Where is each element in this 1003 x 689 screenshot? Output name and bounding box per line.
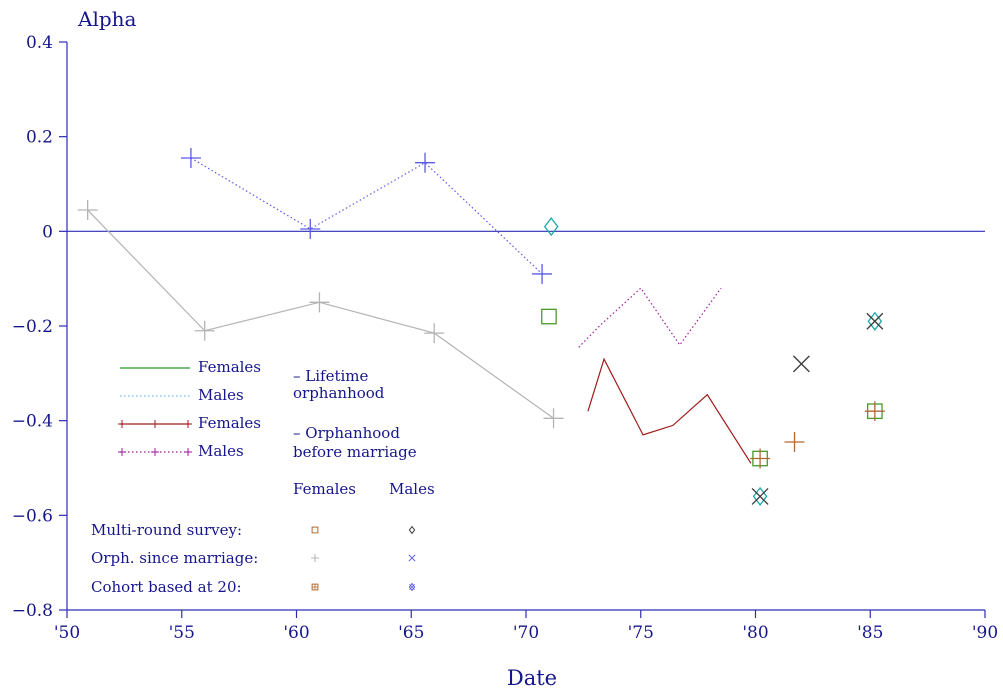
y-tick-label: −0.6 [12, 506, 53, 526]
x-tick-label: '75 [628, 623, 654, 643]
diamond-marker [867, 311, 883, 331]
plus-marker [864, 401, 885, 422]
diamond-marker [543, 217, 559, 237]
plus-small-marker [118, 420, 126, 428]
legend-row-label: Multi-round survey: [91, 521, 242, 539]
plus-marker [194, 320, 215, 341]
plus-small-marker [184, 420, 192, 428]
x-tick-label: '60 [283, 623, 309, 643]
legend-row-label: Orph. since marriage: [91, 549, 258, 567]
series-line-2 [587, 357, 752, 464]
x-tick-label: '50 [54, 623, 80, 643]
plus-marker [543, 408, 564, 429]
plus-marker [424, 323, 445, 344]
data-points [541, 217, 885, 506]
series-line-5 [190, 157, 543, 275]
x-marker [866, 312, 884, 330]
diamond-x-small-marker [408, 582, 416, 592]
legend: Females Males Females Males – Lifetimeorphan… [91, 358, 435, 596]
plus-small-marker [311, 554, 319, 562]
legend-line-label: Females [198, 414, 261, 432]
y-tick-label: −0.8 [12, 601, 53, 621]
plus-small-marker [184, 448, 192, 456]
diamond-marker [752, 486, 768, 506]
data-series [77, 147, 752, 464]
legend-group-label: – Orphanhood [293, 424, 400, 442]
x-tick-label: '90 [972, 623, 998, 643]
plus-small-marker [118, 448, 126, 456]
y-tick-label: 0.4 [26, 33, 53, 53]
y-tick-label: −0.4 [12, 412, 53, 432]
x-tick-label: '70 [513, 623, 539, 643]
x-marker [751, 487, 769, 505]
plus-marker [180, 147, 201, 168]
plus-marker [77, 200, 98, 221]
legend-group-label: – Lifetime [293, 367, 369, 385]
plus-marker [750, 448, 771, 469]
square-small-marker [311, 526, 319, 534]
legend-row-label: Cohort based at 20: [91, 578, 242, 596]
plus-marker [784, 431, 805, 452]
x-marker [792, 355, 810, 373]
plus-marker [415, 152, 436, 173]
x-axis-label: Date [507, 666, 557, 689]
legend-line-label: Females [198, 358, 261, 376]
x-tick-label: '80 [742, 623, 768, 643]
legend-col-females: Females [293, 480, 356, 498]
y-tick-label: −0.2 [12, 317, 53, 337]
plus-marker [300, 218, 321, 239]
x-tick-label: '85 [857, 623, 883, 643]
plus-marker [309, 292, 330, 313]
x-small-marker [408, 554, 416, 562]
y-axis-label: Alpha [77, 7, 137, 31]
legend-col-males: Males [389, 480, 435, 498]
y-tick-label: 0 [42, 222, 53, 242]
plus-small-marker [151, 420, 159, 428]
square-plus-small-marker [311, 583, 319, 591]
x-tick-label: '55 [169, 623, 195, 643]
legend-group-label: before marriage [293, 443, 417, 461]
legend-line-label: Males [198, 442, 244, 460]
x-tick-label: '65 [398, 623, 424, 643]
y-tick-label: 0.2 [26, 128, 53, 148]
plus-marker [532, 263, 553, 284]
axes: 0.4 0.2 0 −0.2 −0.4 −0.6 −0.8'50 '55 '60 '65 '70 '7… [12, 33, 998, 643]
legend-line-label: Males [198, 386, 244, 404]
legend-group-label: orphanhood [293, 384, 385, 402]
square-marker [541, 308, 557, 325]
diamond-small-marker [408, 525, 416, 535]
series-line-3 [578, 287, 722, 348]
plus-small-marker [151, 448, 159, 456]
